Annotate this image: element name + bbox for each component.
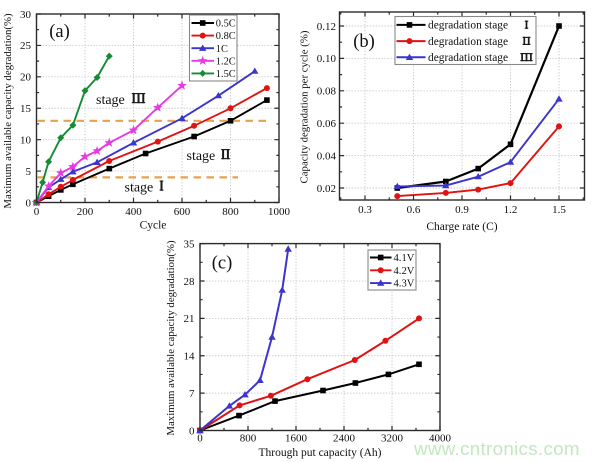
svg-text:7: 7 [189, 388, 195, 400]
svg-text:0.10: 0.10 [317, 53, 337, 65]
svg-text:stage: stage [187, 149, 216, 164]
svg-text:0.5C: 0.5C [216, 19, 236, 30]
svg-text:4.1V: 4.1V [394, 253, 415, 264]
svg-text:4.3V: 4.3V [394, 279, 415, 290]
svg-text:0.02: 0.02 [317, 183, 336, 195]
svg-text:28: 28 [184, 276, 196, 288]
svg-text:Through put capacity (Ah): Through put capacity (Ah) [259, 447, 382, 459]
svg-text:(c): (c) [212, 254, 233, 274]
svg-text:0: 0 [197, 432, 203, 444]
svg-text:800: 800 [222, 206, 239, 218]
svg-text:1.2C: 1.2C [216, 56, 236, 67]
svg-text:1C: 1C [216, 44, 228, 55]
svg-text:21: 21 [184, 313, 195, 325]
svg-text:Cycle: Cycle [140, 220, 167, 232]
svg-text:20: 20 [20, 72, 32, 84]
svg-text:Charge rate (C): Charge rate (C) [426, 221, 497, 233]
svg-text:0: 0 [189, 425, 195, 437]
svg-text:14: 14 [184, 351, 196, 363]
svg-text:200: 200 [77, 206, 94, 218]
svg-text:(a): (a) [49, 22, 70, 42]
svg-text:0.08: 0.08 [317, 86, 337, 98]
svg-text:5: 5 [26, 166, 32, 178]
svg-text:400: 400 [125, 206, 142, 218]
svg-text:degradation stage: degradation stage [428, 52, 508, 64]
svg-text:35: 35 [184, 238, 196, 250]
svg-text:600: 600 [174, 206, 191, 218]
svg-text:4000: 4000 [429, 432, 452, 444]
svg-text:0.8C: 0.8C [216, 31, 236, 42]
svg-text:2400: 2400 [333, 432, 356, 444]
svg-text:Capacity degradation per cycle: Capacity degradation per cycle (%) [299, 30, 311, 183]
svg-text:4.2V: 4.2V [394, 266, 415, 277]
svg-text:Maximum available capacity deg: Maximum available capacity degradation(%… [2, 13, 14, 209]
svg-text:0: 0 [26, 197, 32, 209]
svg-text:0.06: 0.06 [317, 118, 337, 130]
svg-text:1.5C: 1.5C [216, 69, 236, 80]
svg-text:0.12: 0.12 [317, 21, 336, 33]
svg-text:0.9: 0.9 [455, 204, 469, 216]
svg-text:stage: stage [125, 181, 154, 196]
svg-text:25: 25 [20, 40, 32, 52]
svg-text:Maximum available capacity deg: Maximum available capacity degradation(%… [165, 240, 177, 436]
svg-text:3200: 3200 [381, 432, 404, 444]
svg-text:30: 30 [20, 9, 32, 21]
svg-text:stage: stage [96, 93, 125, 108]
svg-text:800: 800 [240, 432, 257, 444]
svg-text:15: 15 [20, 103, 32, 115]
svg-text:1.2: 1.2 [504, 204, 518, 216]
svg-text:(b): (b) [353, 32, 375, 52]
svg-text:0: 0 [34, 206, 40, 218]
svg-text:0.3: 0.3 [358, 204, 372, 216]
svg-text:0.04: 0.04 [317, 150, 337, 162]
svg-text:10: 10 [20, 135, 32, 147]
svg-text:0.6: 0.6 [407, 204, 421, 216]
svg-text:1000: 1000 [268, 206, 291, 218]
svg-text:1600: 1600 [285, 432, 308, 444]
svg-text:1.5: 1.5 [552, 204, 566, 216]
svg-text:degradation stage: degradation stage [428, 36, 508, 48]
svg-text:www.cntronics.com: www.cntronics.com [413, 438, 580, 459]
svg-text:degradation stage: degradation stage [428, 20, 508, 32]
